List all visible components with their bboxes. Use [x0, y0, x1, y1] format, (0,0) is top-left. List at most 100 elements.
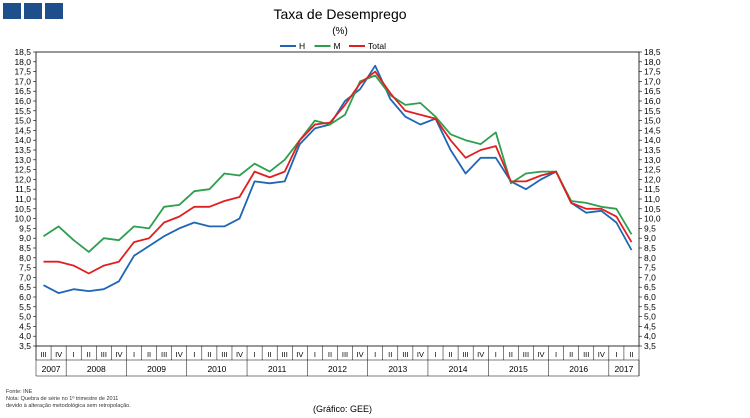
legend-label: Total: [368, 41, 386, 51]
y-tick-label-left: 10,0: [14, 214, 31, 224]
year-label: 2012: [328, 364, 347, 374]
year-label: 2016: [569, 364, 588, 374]
x-tick-label: I: [314, 350, 316, 359]
series-line-total: [43, 70, 633, 275]
series-line-h: [43, 64, 633, 295]
y-tick-label-right: 3,5: [644, 341, 656, 351]
series-line-m: [43, 74, 633, 253]
y-tick-label-right: 10,5: [644, 204, 661, 214]
logo-block: [45, 3, 63, 19]
x-tick-label: I: [133, 350, 135, 359]
x-tick-label: III: [523, 350, 529, 359]
x-tick-label: II: [569, 350, 573, 359]
x-tick-label: III: [463, 350, 469, 359]
x-tick-label: I: [254, 350, 256, 359]
x-tick-label: II: [388, 350, 392, 359]
chart-subtitle: (%): [332, 26, 348, 37]
year-label: 2010: [207, 364, 226, 374]
chart-title: Taxa de Desemprego: [273, 6, 407, 22]
y-tick-label-left: 16,5: [14, 86, 31, 96]
y-tick-label-right: 5,5: [644, 302, 656, 312]
year-label: 2007: [42, 364, 61, 374]
y-tick-label-right: 12,0: [644, 174, 661, 184]
y-tick-label-right: 13,0: [644, 155, 661, 165]
x-tick-label: III: [40, 350, 46, 359]
y-tick-label-left: 3,5: [19, 341, 31, 351]
y-tick-label-left: 8,5: [19, 243, 31, 253]
x-tick-label: II: [629, 350, 633, 359]
y-tick-label-left: 17,0: [14, 76, 31, 86]
y-tick-label-left: 17,5: [14, 67, 31, 77]
y-tick-label-left: 6,5: [19, 282, 31, 292]
y-tick-label-right: 12,5: [644, 165, 661, 175]
y-tick-label-left: 11,5: [15, 184, 31, 194]
x-tick-label: II: [509, 350, 513, 359]
y-tick-label-right: 13,5: [644, 145, 661, 155]
y-tick-label-right: 8,0: [644, 253, 656, 263]
x-tick-label: III: [101, 350, 107, 359]
y-tick-label-left: 6,0: [19, 292, 31, 302]
x-tick-label: III: [221, 350, 227, 359]
year-label: 2008: [87, 364, 106, 374]
x-tick-label: I: [374, 350, 376, 359]
y-tick-label-right: 4,5: [644, 321, 656, 331]
x-tick-label: I: [555, 350, 557, 359]
year-label: 2009: [147, 364, 166, 374]
x-tick-label: III: [583, 350, 589, 359]
x-tick-label: III: [402, 350, 408, 359]
chart-credit: (Gráfico: GEE): [313, 404, 373, 414]
x-tick-label: III: [282, 350, 288, 359]
x-tick-label: II: [207, 350, 211, 359]
footnote-note-1: Nota: Quebra de série no 1º trimestre de…: [6, 396, 119, 402]
y-tick-label-right: 6,0: [644, 292, 656, 302]
y-tick-label-right: 4,0: [644, 331, 656, 341]
plot-frame: [35, 51, 640, 347]
y-tick-label-right: 18,0: [644, 57, 661, 67]
y-tick-label-right: 14,5: [644, 125, 661, 135]
y-tick-label-right: 8,5: [644, 243, 656, 253]
y-tick-label-right: 16,0: [644, 96, 661, 106]
y-tick-label-left: 16,0: [14, 96, 31, 106]
year-label: 2015: [509, 364, 528, 374]
x-tick-label: IV: [537, 350, 544, 359]
y-tick-label-left: 9,5: [19, 223, 31, 233]
x-tick-label: I: [434, 350, 436, 359]
x-tick-label: III: [342, 350, 348, 359]
y-tick-label-left: 4,5: [19, 321, 31, 331]
x-tick-label: III: [161, 350, 167, 359]
legend-label: H: [299, 41, 305, 51]
year-label: 2011: [268, 364, 287, 374]
x-tick-label: IV: [477, 350, 484, 359]
y-tick-label-left: 14,5: [14, 125, 31, 135]
y-tick-label-left: 4,0: [19, 331, 31, 341]
y-tick-label-right: 17,0: [644, 76, 661, 86]
y-tick-label-right: 6,5: [644, 282, 656, 292]
y-tick-label-left: 18,0: [14, 57, 31, 67]
y-tick-label-right: 10,0: [644, 214, 661, 224]
y-tick-label-right: 5,0: [644, 312, 656, 322]
x-tick-label: IV: [598, 350, 605, 359]
y-tick-label-right: 16,5: [644, 86, 661, 96]
x-tick-label: IV: [236, 350, 243, 359]
y-tick-label-left: 9,0: [19, 233, 31, 243]
y-tick-label-right: 9,5: [644, 223, 656, 233]
logo-block: [24, 3, 42, 19]
y-tick-label-left: 15,5: [14, 106, 31, 116]
y-tick-label-left: 13,0: [14, 155, 31, 165]
y-tick-label-left: 5,0: [19, 312, 31, 322]
footnote-note-2: devido à alteração metodológica sem retr…: [6, 403, 131, 409]
y-tick-label-right: 11,0: [644, 194, 660, 204]
y-tick-label-left: 15,0: [14, 116, 31, 126]
x-tick-label: IV: [115, 350, 122, 359]
x-tick-label: II: [448, 350, 452, 359]
x-tick-label: I: [193, 350, 195, 359]
y-tick-label-left: 10,5: [14, 204, 31, 214]
year-label: 2017: [614, 364, 633, 374]
x-tick-label: IV: [55, 350, 62, 359]
y-tick-label-left: 12,5: [14, 165, 31, 175]
y-tick-label-right: 18,5: [644, 47, 661, 57]
footnote-source: Fonte: INE: [6, 389, 33, 395]
y-tick-label-right: 17,5: [644, 67, 661, 77]
y-tick-label-right: 15,0: [644, 116, 661, 126]
